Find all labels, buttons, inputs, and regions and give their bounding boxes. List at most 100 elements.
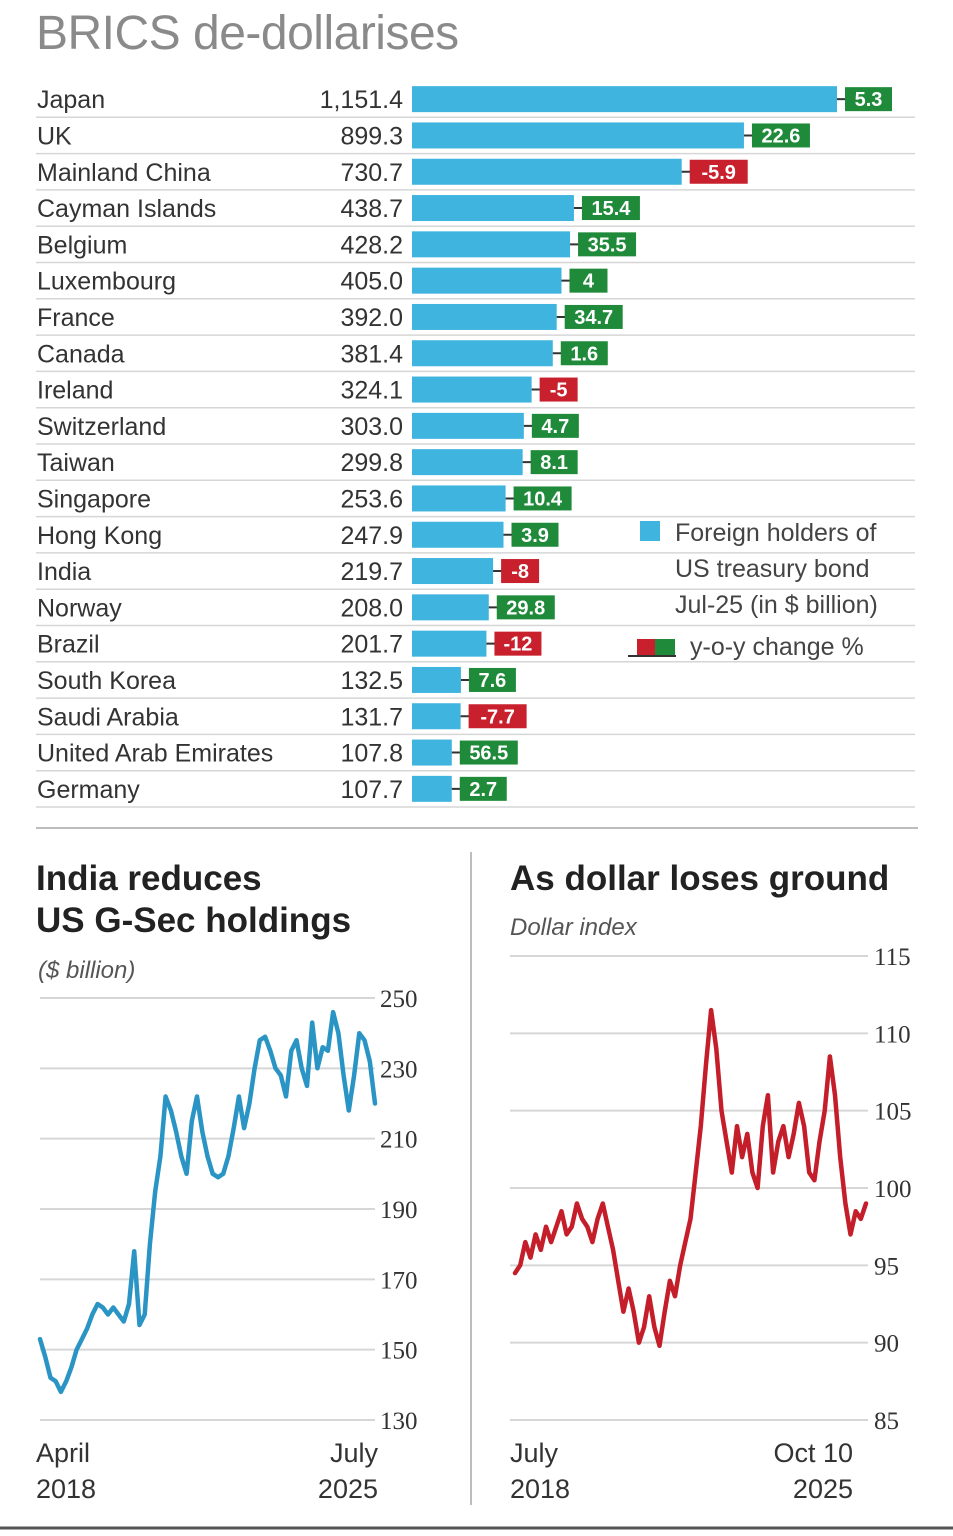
dollar-chart-unit: Dollar index xyxy=(510,914,638,941)
holding-value-label: 324.1 xyxy=(340,377,403,405)
change-value-label: 15.4 xyxy=(591,198,631,220)
holding-bar xyxy=(412,558,494,585)
holding-value-label: 107.8 xyxy=(340,740,403,768)
change-badge xyxy=(581,196,640,221)
change-badge xyxy=(459,740,518,765)
holding-value-label: 730.7 xyxy=(340,159,403,187)
change-badge xyxy=(530,450,578,475)
dollar-x-start-year: 2018 xyxy=(510,1474,570,1504)
holding-value-label: 253.6 xyxy=(340,485,403,513)
holding-bar xyxy=(412,340,553,367)
change-badge xyxy=(689,159,748,184)
holding-bar xyxy=(412,703,461,730)
dollar-x-start-month: July xyxy=(510,1438,559,1468)
country-label: Japan xyxy=(37,86,105,114)
holding-value-label: 899.3 xyxy=(340,122,403,150)
dollar-y-tick-label: 110 xyxy=(874,1021,911,1048)
india-x-start-year: 2018 xyxy=(36,1474,96,1504)
holding-bar xyxy=(412,158,682,185)
change-value-label: 4 xyxy=(583,271,595,293)
country-label: United Arab Emirates xyxy=(37,740,273,768)
country-label: Germany xyxy=(37,776,140,804)
india-chart-title-line-2: US G-Sec holdings xyxy=(36,901,351,940)
india-x-end-month: July xyxy=(330,1438,379,1468)
dollar-y-tick-label: 90 xyxy=(874,1331,899,1358)
change-value-label: 7.6 xyxy=(479,670,507,692)
india-y-tick-label: 230 xyxy=(380,1056,418,1083)
holding-bar xyxy=(412,630,487,657)
change-badge xyxy=(560,341,608,366)
holding-bar xyxy=(412,485,506,512)
change-value-label: -8 xyxy=(511,561,529,583)
holding-value-label: 1,151.4 xyxy=(320,86,404,114)
india-x-end-year: 2025 xyxy=(318,1474,378,1504)
holding-bar xyxy=(412,775,452,802)
holding-bar xyxy=(412,195,574,222)
change-badge xyxy=(578,232,637,257)
india-x-start-month: April xyxy=(36,1438,90,1468)
change-value-label: 5.3 xyxy=(855,89,883,111)
change-badge xyxy=(531,413,579,438)
holding-value-label: 381.4 xyxy=(340,340,403,368)
holding-bar xyxy=(412,303,557,330)
country-label: Canada xyxy=(37,340,125,368)
holding-bar xyxy=(412,231,571,258)
holding-value-label: 303.0 xyxy=(340,413,403,441)
change-badge xyxy=(569,268,608,293)
change-value-label: 56.5 xyxy=(469,743,508,765)
change-badge xyxy=(564,304,623,329)
change-value-label: 22.6 xyxy=(761,125,800,147)
country-label: Norway xyxy=(37,594,122,622)
legend: Foreign holders of US treasury bond Jul-… xyxy=(628,519,878,661)
holding-value-label: 131.7 xyxy=(340,703,403,731)
change-badge xyxy=(459,776,507,801)
change-value-label: 8.1 xyxy=(540,452,568,474)
holding-value-label: 405.0 xyxy=(340,268,403,296)
country-label: Hong Kong xyxy=(37,522,162,550)
dollar-y-tick-label: 85 xyxy=(874,1408,899,1435)
bar-chart: Japan 1,151.4 5.3 UK 899.3 22.6 Mainland China… xyxy=(36,86,915,808)
holding-bar xyxy=(412,666,461,693)
main-title: BRICS de-dollarises xyxy=(36,7,459,60)
dollar-chart-title: As dollar loses ground xyxy=(510,859,889,898)
change-value-label: -7.7 xyxy=(480,706,514,728)
india-y-tick-label: 250 xyxy=(380,986,418,1013)
legend-bar-swatch xyxy=(640,521,660,541)
change-badge xyxy=(496,595,555,620)
country-label: Mainland China xyxy=(37,159,211,187)
change-badge xyxy=(751,123,810,148)
holding-bar xyxy=(412,267,562,294)
holding-value-label: 107.7 xyxy=(340,776,403,804)
dollar-line-chart: 115 110 105 100 95 90 85 xyxy=(510,944,912,1435)
country-label: Belgium xyxy=(37,231,127,259)
legend-holders-line-3: Jul-25 (in $ billion) xyxy=(675,591,878,619)
change-value-label: 3.9 xyxy=(521,525,549,547)
change-badge xyxy=(513,486,572,511)
india-chart-unit: ($ billion) xyxy=(38,957,135,984)
legend-holders-line-1: Foreign holders of xyxy=(675,519,877,547)
holding-bar xyxy=(412,412,524,439)
change-value-label: 34.7 xyxy=(574,307,613,329)
country-label: Singapore xyxy=(37,485,151,513)
change-badge xyxy=(468,704,527,729)
change-value-label: -5.9 xyxy=(701,162,735,184)
dollar-series-line xyxy=(512,1007,869,1349)
holding-bar xyxy=(412,122,744,149)
change-badge xyxy=(501,559,540,584)
change-value-label: 1.6 xyxy=(570,343,598,365)
country-label: Saudi Arabia xyxy=(37,703,179,731)
holding-value-label: 132.5 xyxy=(340,667,403,695)
holding-value-label: 201.7 xyxy=(340,631,403,659)
india-chart-title-line-1: India reduces xyxy=(36,859,262,898)
holding-value-label: 208.0 xyxy=(340,594,403,622)
holding-value-label: 219.7 xyxy=(340,558,403,586)
change-value-label: 29.8 xyxy=(506,597,545,619)
dollar-y-tick-label: 100 xyxy=(874,1176,912,1203)
change-badge xyxy=(468,667,516,692)
country-label: Cayman Islands xyxy=(37,195,216,223)
change-value-label: 35.5 xyxy=(588,234,627,256)
holding-bar xyxy=(412,86,837,113)
holding-value-label: 428.2 xyxy=(340,231,403,259)
legend-change-swatch xyxy=(628,639,676,657)
